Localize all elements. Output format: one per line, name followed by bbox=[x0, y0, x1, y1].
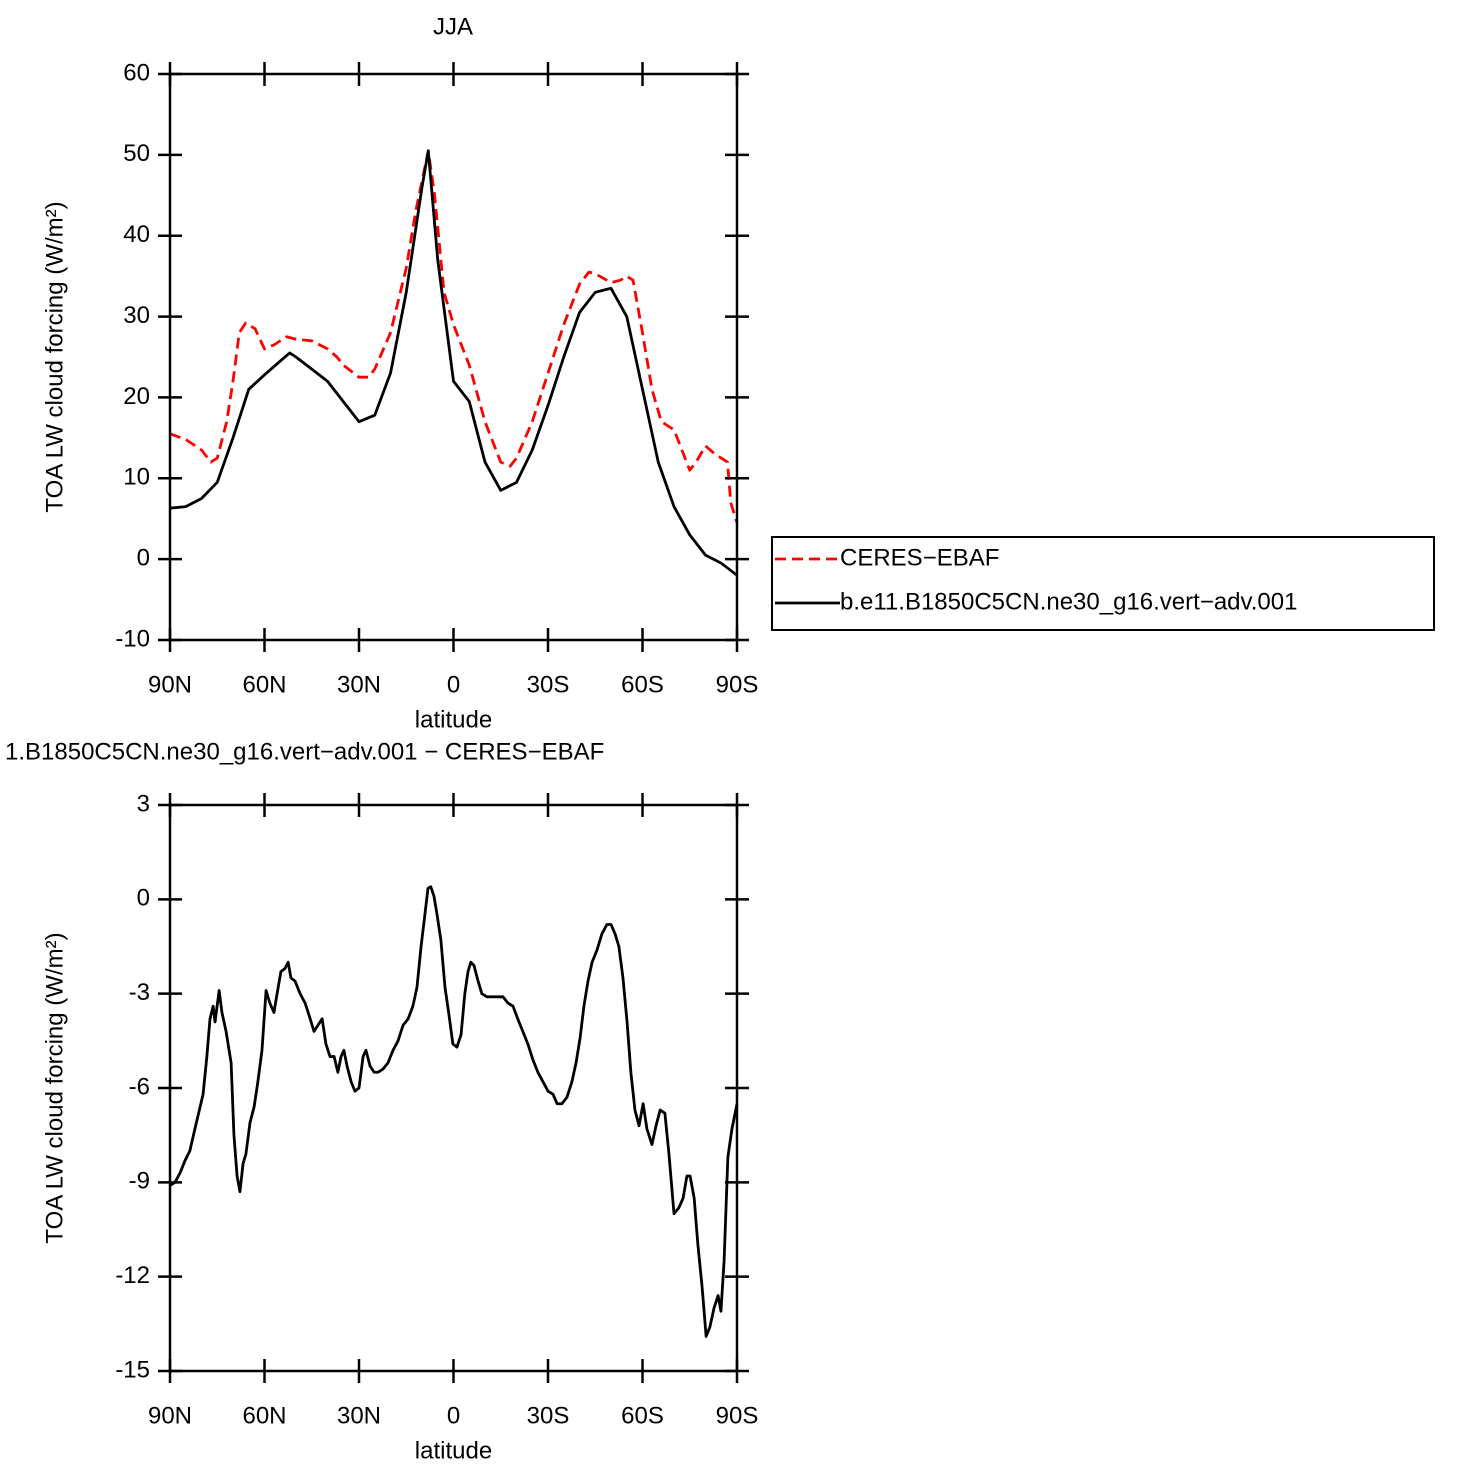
x-tick-label: 60N bbox=[242, 671, 286, 698]
x-tick-label: 90S bbox=[716, 1402, 759, 1429]
x-tick-label: 60N bbox=[242, 1402, 286, 1429]
y-tick-label: 20 bbox=[123, 383, 150, 410]
y-tick-label: 0 bbox=[137, 885, 150, 912]
y-tick-label: -9 bbox=[129, 1168, 150, 1195]
chart-title: JJA bbox=[433, 13, 473, 40]
y-tick-label: -3 bbox=[129, 979, 150, 1006]
data-line bbox=[169, 885, 739, 1338]
legend-label: b.e11.B1850C5CN.ne30_g16.vert−adv.001 bbox=[840, 588, 1297, 615]
y-axis-label: TOA LW cloud forcing (W/m²) bbox=[41, 201, 68, 512]
x-axis-label: latitude bbox=[415, 1437, 492, 1464]
x-tick-label: 90N bbox=[148, 1402, 192, 1429]
x-tick-label: 0 bbox=[447, 1402, 460, 1429]
y-tick-label: 0 bbox=[137, 544, 150, 571]
data-line bbox=[169, 149, 738, 577]
plot-frame bbox=[168, 803, 739, 1373]
y-tick-label: 50 bbox=[123, 140, 150, 167]
legend-box bbox=[771, 536, 1435, 631]
legend-label: CERES−EBAF bbox=[840, 544, 999, 571]
y-tick-label: 40 bbox=[123, 221, 150, 248]
x-tick-label: 60S bbox=[621, 1402, 664, 1429]
x-tick-label: 60S bbox=[621, 671, 664, 698]
y-tick-label: 30 bbox=[123, 302, 150, 329]
data-line bbox=[169, 149, 739, 524]
x-tick-label: 30S bbox=[527, 1402, 570, 1429]
y-tick-label: -10 bbox=[115, 625, 150, 652]
chart-title: 1.B1850C5CN.ne30_g16.vert−adv.001 − CERE… bbox=[5, 738, 604, 765]
x-tick-label: 30N bbox=[337, 671, 381, 698]
y-tick-label: 60 bbox=[123, 59, 150, 86]
y-tick-label: -12 bbox=[115, 1262, 150, 1289]
y-tick-label: -6 bbox=[129, 1073, 150, 1100]
x-tick-label: 30N bbox=[337, 1402, 381, 1429]
y-tick-label: 3 bbox=[137, 790, 150, 817]
legend: CERES−EBAF b.e11.B1850C5CN.ne30_g16.vert−… bbox=[771, 536, 1435, 631]
x-axis-label: latitude bbox=[415, 706, 492, 733]
y-tick-label: 10 bbox=[123, 464, 150, 491]
y-tick-label: -15 bbox=[115, 1356, 150, 1383]
x-tick-label: 90S bbox=[716, 671, 759, 698]
x-tick-label: 90N bbox=[148, 671, 192, 698]
plot-frame bbox=[168, 72, 739, 642]
x-tick-label: 30S bbox=[527, 671, 570, 698]
y-axis-label: TOA LW cloud forcing (W/m²) bbox=[41, 932, 68, 1243]
x-tick-label: 0 bbox=[447, 671, 460, 698]
